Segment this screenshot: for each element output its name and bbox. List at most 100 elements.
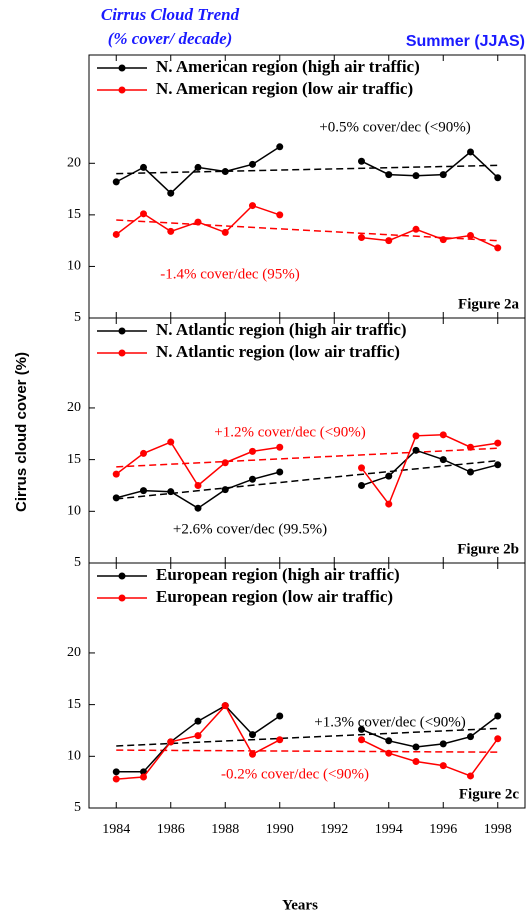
data-point	[276, 736, 284, 744]
data-point	[112, 768, 120, 776]
data-point	[467, 772, 474, 780]
y-tick-label: 5	[74, 555, 81, 570]
data-point	[221, 459, 229, 467]
data-point	[167, 189, 175, 197]
data-point	[467, 468, 474, 476]
data-point	[140, 487, 147, 495]
data-point	[439, 236, 447, 244]
y-tick-label: 10	[67, 259, 81, 274]
data-point	[412, 172, 420, 180]
trend-annotation: +1.2% cover/dec (<90%)	[214, 424, 365, 440]
data-point	[439, 762, 447, 770]
y-tick-label: 15	[67, 697, 81, 712]
data-point	[358, 234, 365, 242]
data-point	[358, 725, 365, 733]
trend-line	[116, 219, 498, 242]
x-tick-label: 1996	[429, 822, 457, 837]
legend-marker	[118, 86, 126, 94]
data-point	[194, 504, 202, 512]
y-tick-label: 15	[67, 452, 81, 467]
y-tick-label: 10	[67, 504, 81, 519]
data-point	[439, 171, 447, 179]
data-point	[112, 470, 120, 478]
data-point	[467, 148, 474, 156]
data-point	[194, 218, 202, 226]
data-point	[467, 733, 474, 741]
trend-line	[116, 447, 498, 468]
data-point	[140, 210, 147, 218]
data-point	[112, 494, 120, 502]
legend-label: N. Atlantic region (low air traffic)	[156, 342, 400, 361]
trend-annotation: +0.5% cover/dec (<90%)	[319, 119, 470, 135]
data-point	[494, 461, 502, 469]
data-point	[412, 225, 420, 233]
data-point	[194, 481, 202, 489]
data-point	[439, 740, 447, 748]
x-tick-label: 1988	[211, 822, 239, 837]
y-tick-label: 20	[67, 645, 81, 660]
y-tick-label: 5	[74, 800, 81, 815]
y-tick-label: 20	[67, 400, 81, 415]
data-point	[412, 743, 420, 751]
data-point	[358, 464, 365, 472]
data-point	[358, 157, 365, 165]
data-point	[221, 168, 229, 176]
header-subtitle: (% cover/ decade)	[108, 29, 233, 48]
data-point	[249, 475, 256, 483]
data-point	[276, 211, 284, 219]
y-tick-label: 20	[67, 156, 81, 171]
data-point	[167, 738, 175, 746]
legend-marker	[118, 349, 126, 357]
data-point	[221, 228, 229, 236]
data-point	[385, 171, 393, 179]
data-point	[494, 735, 502, 743]
data-point	[467, 231, 474, 239]
data-point	[385, 749, 393, 757]
legend-label: European region (high air traffic)	[156, 565, 400, 584]
data-point	[412, 432, 420, 440]
data-point	[249, 750, 256, 758]
data-point	[221, 702, 229, 710]
y-tick-label: 10	[67, 749, 81, 764]
data-point	[249, 731, 256, 739]
data-point	[494, 244, 502, 252]
x-axis-label: Years	[282, 897, 318, 913]
data-point	[276, 143, 284, 151]
figure-label: Figure 2c	[459, 786, 519, 802]
x-tick-label: 1994	[375, 822, 403, 837]
data-point	[112, 230, 120, 238]
legend-label: European region (low air traffic)	[156, 587, 393, 606]
x-tick-label: 1986	[157, 822, 185, 837]
trend-annotation: -1.4% cover/dec (95%)	[160, 266, 300, 282]
data-point	[494, 712, 502, 720]
data-point	[249, 447, 256, 455]
trend-line	[116, 749, 498, 753]
x-tick-label: 1984	[102, 822, 130, 837]
season-label: Summer (JJAS)	[406, 33, 525, 50]
data-point	[439, 456, 447, 464]
legend-label: N. Atlantic region (high air traffic)	[156, 320, 407, 339]
data-point	[221, 486, 229, 494]
data-point	[385, 472, 393, 480]
legend-marker	[118, 572, 126, 580]
legend-label: N. American region (low air traffic)	[156, 79, 413, 98]
legend-label: N. American region (high air traffic)	[156, 57, 420, 76]
trend-annotation: +1.3% cover/dec (<90%)	[314, 714, 465, 730]
data-point	[412, 757, 420, 765]
data-point	[167, 438, 175, 446]
data-point	[385, 237, 393, 245]
y-axis-label: Cirrus cloud cover (%)	[13, 352, 30, 512]
data-point	[412, 446, 420, 454]
x-tick-label: 1998	[484, 822, 512, 837]
header-title: Cirrus Cloud Trend	[101, 5, 240, 24]
data-point	[194, 163, 202, 171]
data-point	[276, 468, 284, 476]
data-point	[385, 500, 393, 508]
data-point	[385, 737, 393, 745]
x-tick-label: 1992	[320, 822, 348, 837]
trend-line	[116, 727, 498, 747]
legend-marker	[118, 64, 126, 72]
x-tick-label: 1990	[266, 822, 294, 837]
panel-frame	[88, 562, 526, 809]
